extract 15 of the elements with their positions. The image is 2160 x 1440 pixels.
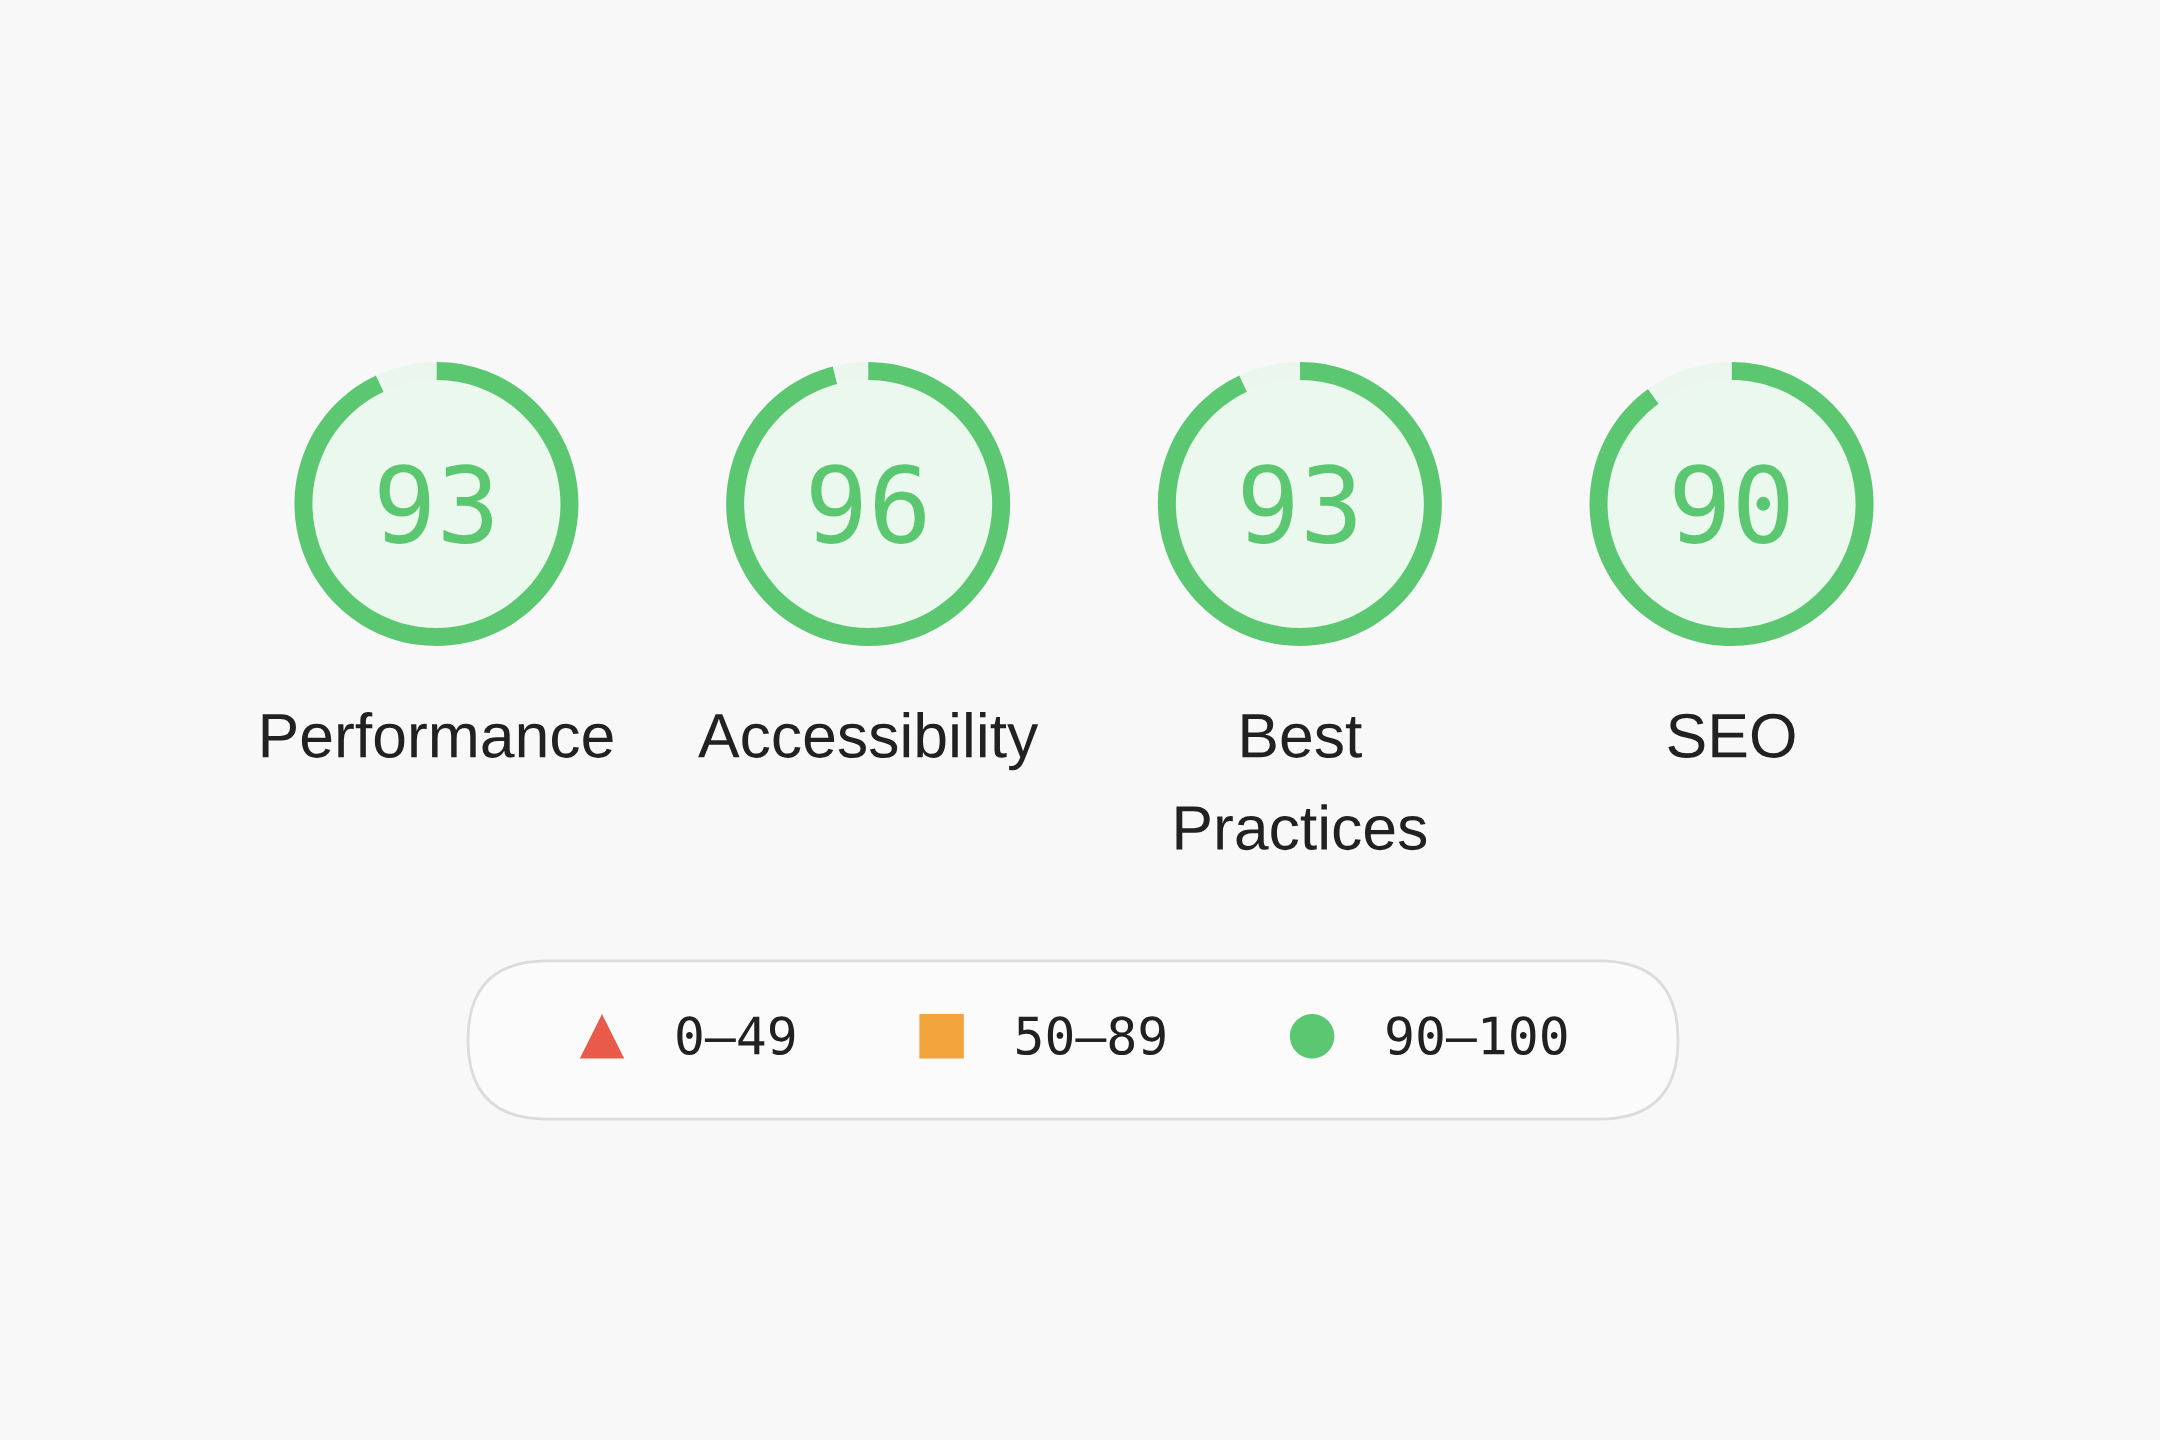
- donut-slice: [1157, 362, 1442, 646]
- text: Performance: [262, 712, 613, 758]
- text: Accessibility: [698, 712, 1039, 771]
- data-label: 96: [811, 464, 925, 544]
- donut-slice: [294, 362, 579, 646]
- category-label: 0–49: [677, 1016, 795, 1056]
- category-label: 50–89: [1017, 1016, 1165, 1056]
- donut-slice: [726, 362, 1011, 646]
- data-label: 93: [1242, 464, 1356, 544]
- category-label: 90–100: [1387, 1016, 1567, 1056]
- donut-slice: [1589, 362, 1874, 646]
- text: Best Practices: [1176, 714, 1427, 851]
- data-label: 93: [379, 464, 493, 544]
- data-label: 90: [1674, 464, 1789, 544]
- text: SEO: [1668, 713, 1795, 758]
